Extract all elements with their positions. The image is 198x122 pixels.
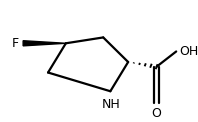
Polygon shape — [23, 41, 66, 46]
Text: F: F — [11, 37, 19, 50]
Text: O: O — [152, 107, 162, 120]
Text: NH: NH — [102, 98, 121, 111]
Text: OH: OH — [179, 45, 198, 58]
